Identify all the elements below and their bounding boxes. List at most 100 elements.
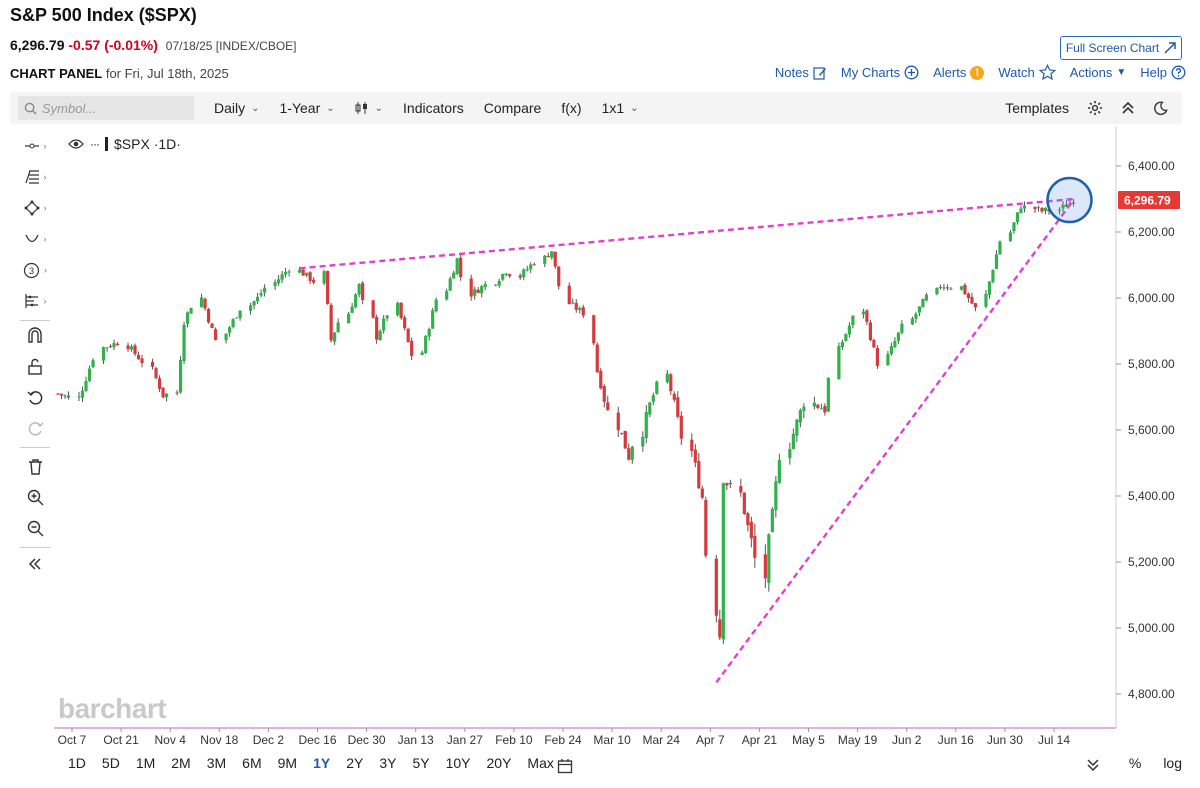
pattern-tool[interactable]: 3 › [20,258,50,282]
candle-body [154,368,158,378]
measure-tool[interactable]: › [20,289,50,313]
range-5y[interactable]: 5Y [412,755,430,771]
range-1d[interactable]: 1D [68,755,86,771]
price-chart[interactable]: 4,800.00 5,000.00 5,200.00 5,400.00 5,600.00… [54,126,1186,752]
candle-body [459,257,463,278]
alerts-label: Alerts [933,65,967,80]
indicators-button[interactable]: Indicators [403,100,464,116]
dark-mode-icon[interactable] [1153,101,1168,116]
delete-drawings-button[interactable] [20,454,50,478]
range-1y[interactable]: 1Y [313,755,331,771]
range-3y[interactable]: 3Y [379,755,397,771]
range-1m[interactable]: 1M [135,755,156,771]
x-tick-label: Oct 7 [58,733,87,747]
help-button[interactable]: Help [1140,65,1186,80]
gear-icon[interactable] [1087,100,1103,116]
candle-body [802,406,806,412]
calendar-button[interactable] [557,758,573,779]
range-2y[interactable]: 2Y [346,755,364,771]
star-icon [1038,64,1056,81]
alerts-button[interactable]: Alerts ! [933,65,985,80]
caret-down-icon: ▼ [1116,67,1127,78]
my-charts-button[interactable]: My Charts [841,65,919,80]
watch-button[interactable]: Watch [998,64,1056,81]
zoom-in-button[interactable] [20,485,50,509]
candle-body [522,269,526,278]
candle-body [434,299,438,312]
candle-body [1064,204,1069,207]
candle-body [164,393,169,398]
chart-type-dropdown[interactable]: ⌄ [355,101,383,115]
shape-tool[interactable]: › [20,196,50,220]
range-9m[interactable]: 9M [277,755,298,771]
symbol-search-input[interactable]: Symbol... [18,96,194,120]
edit-icon [813,66,826,80]
x-tick-label: Apr 7 [696,733,725,747]
expand-arrow-icon: › [44,265,47,275]
candle-body [602,386,606,402]
range-20y[interactable]: 20Y [486,755,512,771]
percent-scale-button[interactable]: % [1128,755,1142,771]
candle-body [630,446,634,460]
curve-icon [24,234,39,243]
number-circle-icon: 3 [23,262,40,278]
zoom-in-icon [27,489,43,505]
candle-body [819,408,823,410]
candle-body [112,343,116,348]
candle-body [812,402,816,407]
period-dropdown[interactable]: 1-Year ⌄ [280,100,335,116]
candle-body [480,286,484,294]
zoom-out-button[interactable] [20,516,50,540]
candle-body [893,340,897,348]
y-tick-label: 6,400.00 [1128,159,1175,173]
range-6m[interactable]: 6M [242,755,262,771]
redo-button[interactable] [20,416,50,440]
collapse-up-icon[interactable] [1121,101,1135,115]
compare-button[interactable]: Compare [484,100,542,116]
curve-tool[interactable]: › [20,227,50,251]
candle-body [669,374,673,392]
candle-body [63,395,67,397]
full-screen-chart-button[interactable]: Full Screen Chart [1060,36,1182,60]
interval-dropdown[interactable]: Daily ⌄ [214,100,260,116]
actions-menu[interactable]: Actions ▼ [1070,65,1127,80]
log-scale-button[interactable]: log [1163,755,1182,771]
magnet-tool[interactable] [20,323,50,347]
trendline-tool[interactable]: › [20,134,50,158]
eye-icon[interactable] [68,138,84,150]
trendline [715,199,1075,684]
fibonacci-tool[interactable]: › [20,165,50,189]
candle-body [87,368,92,381]
collapse-sidebar-button[interactable] [20,552,50,576]
fibonacci-icon [24,170,39,184]
range-2m[interactable]: 2M [171,755,191,771]
chart-actions: Notes My Charts Alerts ! Watch Actions ▼… [775,64,1186,81]
candle-body [287,271,291,273]
notes-button[interactable]: Notes [775,65,827,80]
expand-arrow-icon: › [43,203,47,213]
scale-options: % log [1129,755,1182,771]
templates-button[interactable]: Templates [1005,100,1069,116]
candle-body [697,461,701,489]
candle-body [788,449,792,459]
lock-tool[interactable] [20,354,50,378]
range-3m[interactable]: 3M [206,755,227,771]
help-label: Help [1140,65,1167,80]
last-price-tag-label: 6,296.79 [1124,194,1171,208]
candle-body [150,361,155,367]
zoom-out-icon [27,520,43,536]
actions-label: Actions [1069,65,1113,80]
candle-body [252,301,256,306]
range-max[interactable]: Max [527,755,554,771]
range-10y[interactable]: 10Y [445,755,471,771]
function-button[interactable]: f(x) [561,100,581,116]
candle-body [133,345,137,355]
layout-dropdown[interactable]: 1x1 ⌄ [602,100,639,116]
undo-button[interactable] [20,385,50,409]
expand-bottom-button[interactable] [1086,758,1100,777]
symbol-search-placeholder: Symbol... [42,100,97,116]
range-5d[interactable]: 5D [101,755,120,771]
more-options-icon[interactable]: ··· [90,137,100,151]
candle-body [361,282,365,301]
candle-body [189,307,193,314]
